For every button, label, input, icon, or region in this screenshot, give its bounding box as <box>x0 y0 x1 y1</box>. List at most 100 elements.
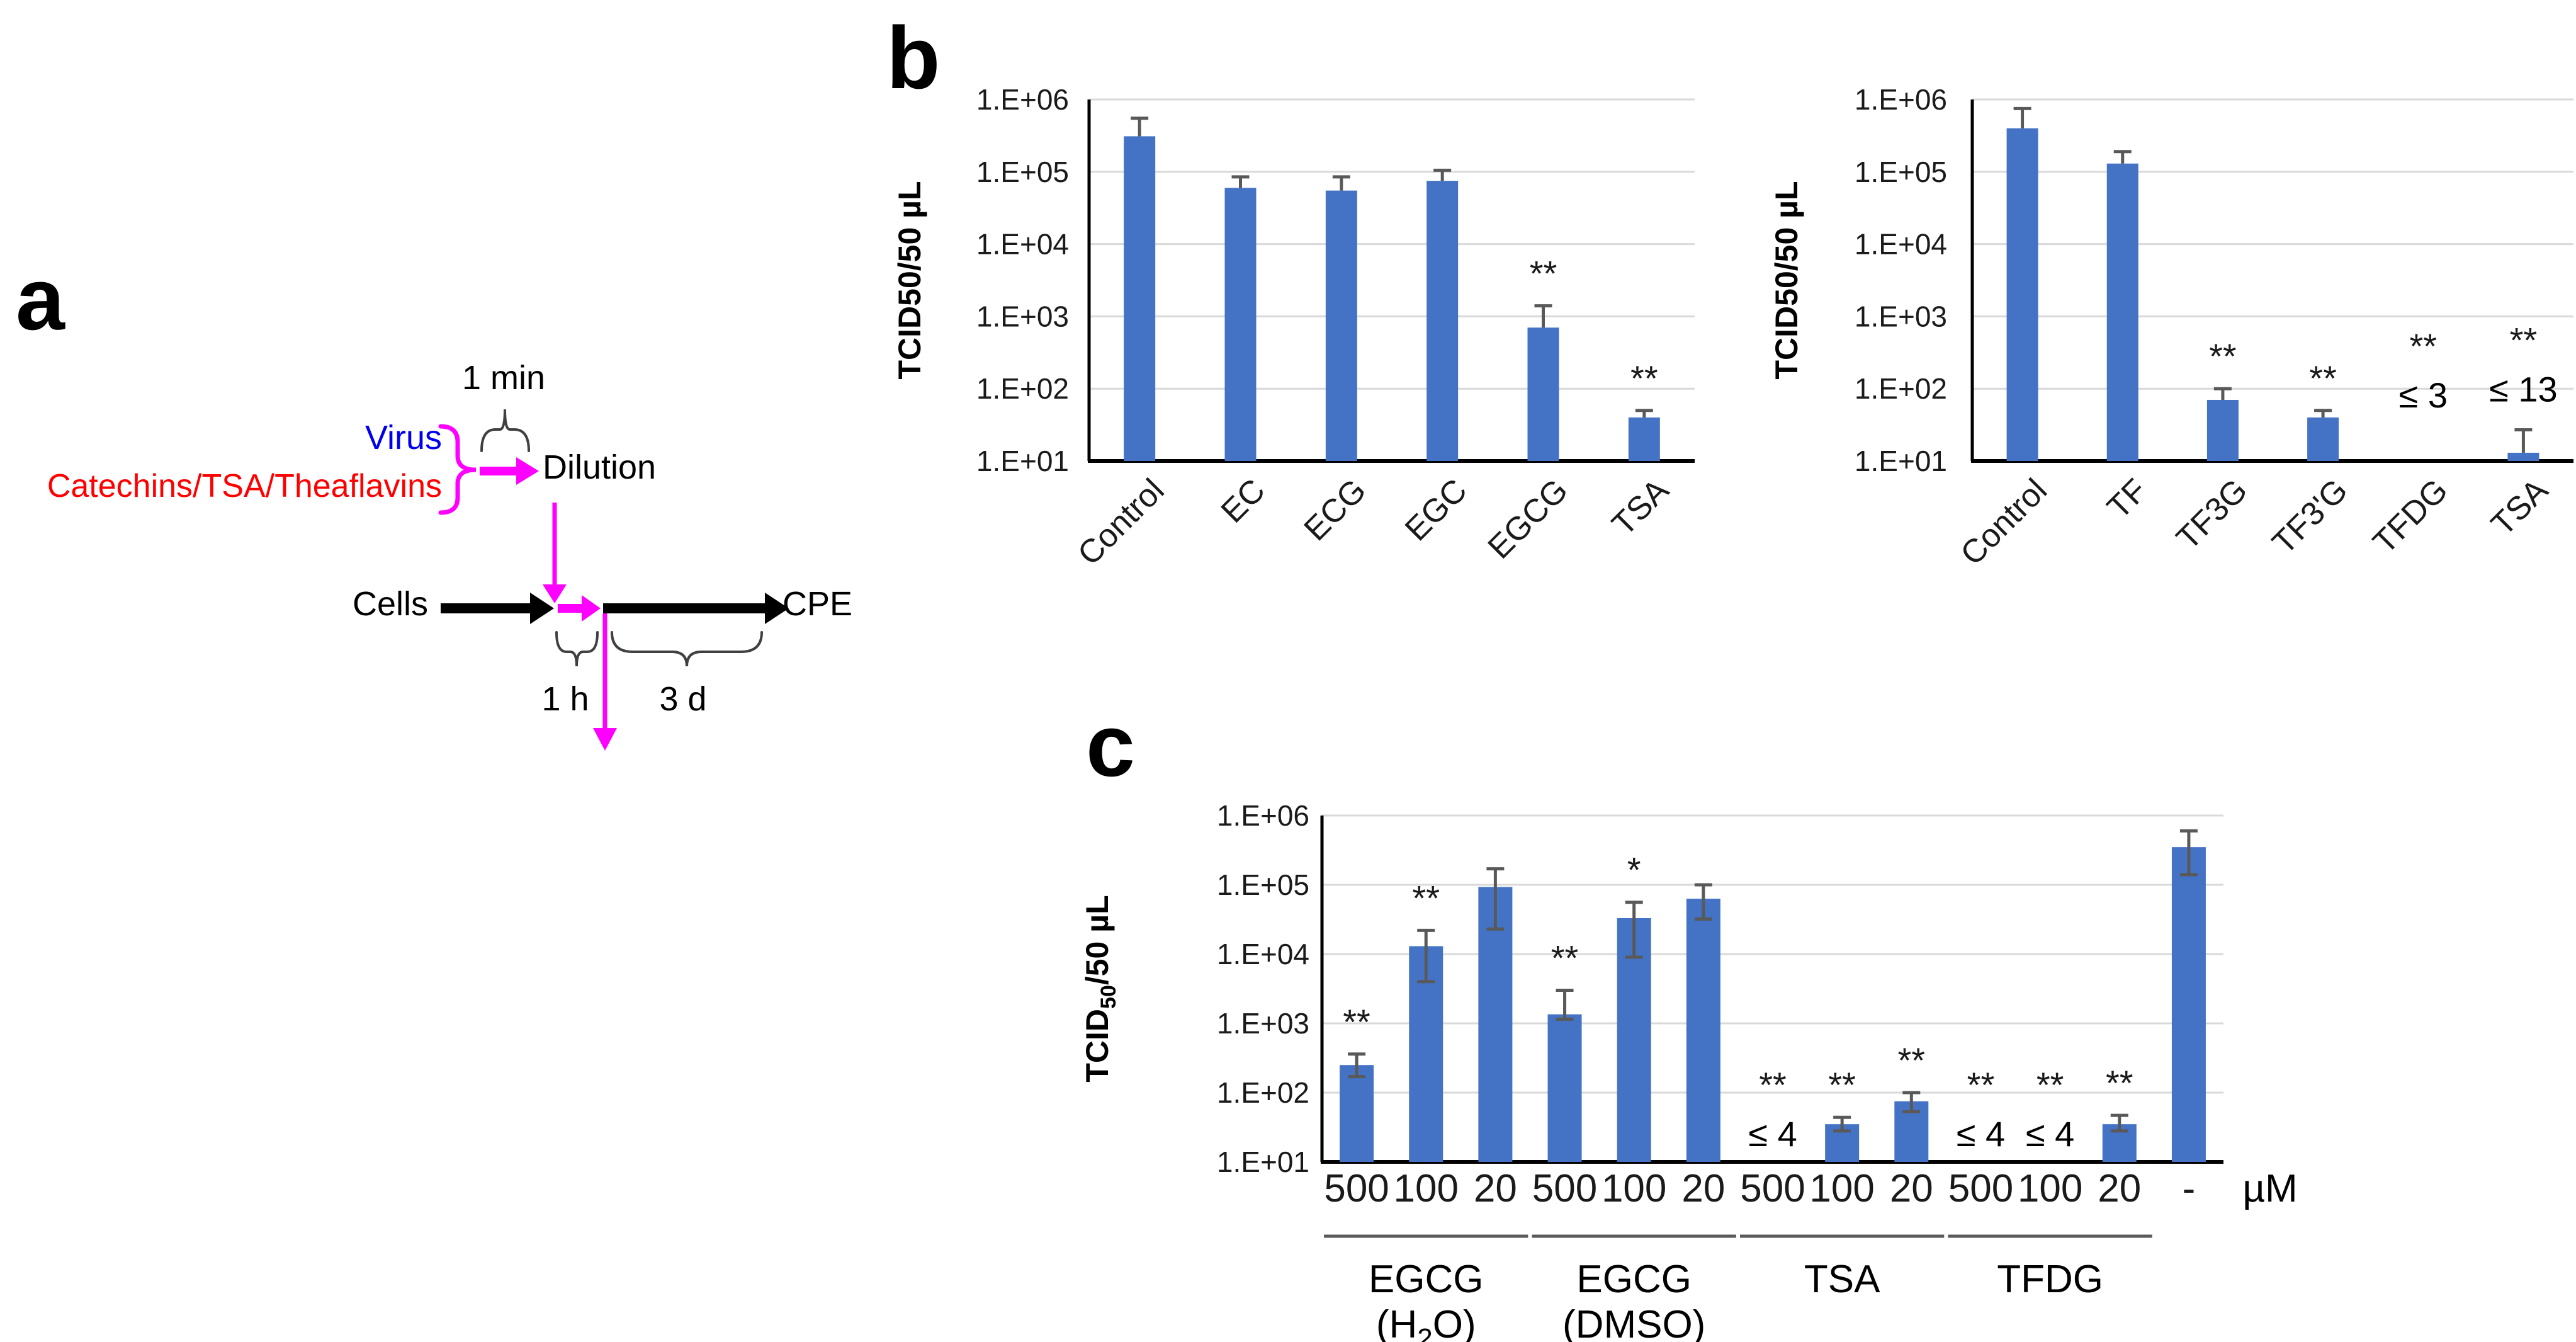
y-tick-label: 1.E+06 <box>1855 83 1947 116</box>
dilution-label: Dilution <box>543 448 657 486</box>
significance-marker: ** <box>1898 1040 1926 1080</box>
compounds-label: Catechins/TSA/Theaflavins <box>47 468 442 504</box>
y-tick-label: 1.E+03 <box>1855 300 1947 333</box>
note-label: ≤ 4 <box>1748 1114 1797 1154</box>
cpe-label: CPE <box>782 585 853 623</box>
group-solvent-label: (DMSO) <box>1562 1303 1705 1342</box>
bar-Control <box>1124 136 1156 462</box>
category-label: - <box>2183 1167 2196 1210</box>
category-label: 500 <box>1740 1167 1805 1210</box>
adsorption-arrow-head <box>582 595 601 622</box>
mixture-group-brace <box>438 424 477 515</box>
category-label: 100 <box>1809 1167 1874 1210</box>
y-tick-label: 1.E+06 <box>976 83 1069 116</box>
category-label: 100 <box>1602 1167 1666 1210</box>
note-label: ≤ 4 <box>1957 1114 2005 1154</box>
bar-ECG <box>1325 190 1357 461</box>
note-label: ≤ 3 <box>2399 375 2448 415</box>
category-label: 20 <box>1474 1167 1517 1210</box>
bar-500 <box>1340 1065 1374 1162</box>
panel-b-label: b <box>886 8 941 107</box>
y-tick-label: 1.E+05 <box>1855 156 1947 188</box>
y-tick-label: 1.E+05 <box>1217 868 1309 901</box>
y-tick-label: 1.E+02 <box>1855 372 1947 405</box>
significance-marker: ** <box>1967 1065 1995 1105</box>
dilution-down-arrow-head <box>543 584 567 603</box>
y-axis-title: TCID50/50 µL <box>1769 181 1804 379</box>
bar-TF3G <box>2206 399 2239 461</box>
incubation-time-label: 3 d <box>659 680 707 718</box>
y-axis-title: TCID50/50 µL <box>1080 895 1121 1082</box>
significance-marker: ** <box>2309 358 2337 398</box>
category-label: 20 <box>1890 1167 1933 1210</box>
significance-marker: ** <box>1412 878 1440 918</box>
y-tick-label: 1.E+01 <box>1855 445 1947 477</box>
y-tick-label: 1.E+04 <box>976 228 1069 261</box>
significance-marker: ** <box>1759 1065 1787 1105</box>
group-name-label: TFDG <box>1997 1258 2103 1301</box>
y-axis-title: TCID50/50 µL <box>892 181 927 379</box>
bar-Control <box>2006 128 2038 461</box>
category-label: 500 <box>1948 1167 2013 1210</box>
group-name-label: TSA <box>1804 1258 1880 1301</box>
group-name-label: EGCG <box>1576 1258 1692 1301</box>
adsorption-time-label: 1 h <box>541 680 589 718</box>
cells-arrow-head <box>530 593 554 624</box>
group-solvent-label: (H2O) <box>1376 1303 1476 1342</box>
group-name-label: EGCG <box>1369 1258 1484 1301</box>
incubation-time-brace <box>611 631 763 667</box>
bar-TF3'G <box>2307 417 2339 461</box>
panel-c-label: c <box>1086 696 1135 795</box>
y-tick-label: 1.E+06 <box>1217 799 1309 832</box>
category-label: 20 <box>2098 1167 2141 1210</box>
category-label: 100 <box>2018 1167 2082 1210</box>
y-tick-label: 1.E+02 <box>1217 1076 1309 1109</box>
adsorption-time-brace <box>555 631 599 667</box>
bar-EGC <box>1426 181 1459 461</box>
y-tick-label: 1.E+05 <box>976 156 1069 188</box>
category-label: 500 <box>1532 1167 1597 1210</box>
bar-EC <box>1224 188 1257 461</box>
y-tick-label: 1.E+02 <box>976 372 1069 405</box>
bar-20 <box>1686 899 1720 1162</box>
significance-marker: * <box>1627 850 1641 890</box>
y-tick-label: 1.E+04 <box>1855 228 1947 261</box>
bar-20 <box>1478 887 1513 1162</box>
y-tick-label: 1.E+01 <box>1217 1146 1309 1178</box>
significance-marker: ** <box>1828 1065 1856 1105</box>
panel-a-label: a <box>16 249 65 348</box>
significance-marker: ** <box>2037 1065 2064 1105</box>
y-tick-label: 1.E+04 <box>1217 938 1309 970</box>
cells-label: Cells <box>352 585 428 623</box>
bar-500 <box>1547 1014 1582 1162</box>
category-label: 500 <box>1324 1167 1389 1210</box>
virus-label: Virus <box>364 419 442 457</box>
mix-time-brace <box>480 409 530 452</box>
unit-label: µM <box>2242 1167 2297 1210</box>
significance-marker: ** <box>1551 938 1579 978</box>
significance-marker: ** <box>1630 358 1658 398</box>
y-tick-label: 1.E+01 <box>976 445 1069 477</box>
bar-TF <box>2106 163 2138 461</box>
significance-marker: ** <box>2510 320 2538 360</box>
significance-marker: ** <box>1530 254 1557 293</box>
category-label: 20 <box>1681 1167 1725 1210</box>
wash-down-arrow-head <box>593 728 617 751</box>
note-label: ≤ 13 <box>2489 369 2558 409</box>
significance-marker: ** <box>1343 1002 1370 1042</box>
bar-EGCG <box>1527 327 1559 461</box>
significance-marker: ** <box>2409 326 2437 366</box>
incubation-arrow-head <box>765 593 789 624</box>
y-tick-label: 1.E+03 <box>976 300 1069 333</box>
bar-TSA <box>2507 452 2539 461</box>
note-label: ≤ 4 <box>2026 1114 2074 1154</box>
mix-arrow-head <box>516 457 539 485</box>
significance-marker: ** <box>2106 1063 2133 1103</box>
mix-time-label: 1 min <box>461 359 546 397</box>
significance-marker: ** <box>2209 336 2237 376</box>
